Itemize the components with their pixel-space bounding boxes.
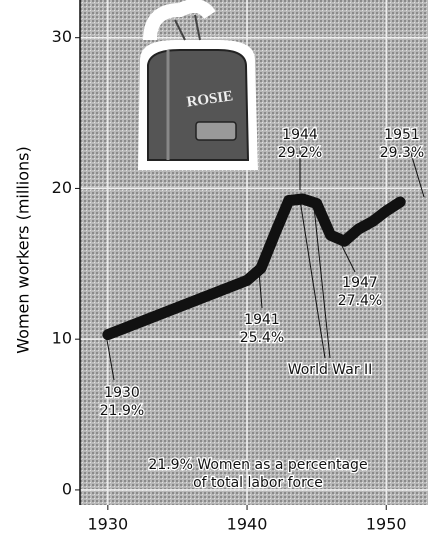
y-tick-label: 30 [52, 27, 72, 46]
x-tick-label: 1950 [366, 515, 407, 534]
annotation-leader [258, 271, 263, 309]
annotation: 1947 [342, 275, 378, 291]
x-tick-label: 1930 [87, 515, 128, 534]
y-tick-label: 0 [62, 479, 72, 498]
y-tick-label: 20 [52, 178, 72, 197]
annotation: 1930 [104, 385, 140, 401]
annotation: 1941 [244, 312, 280, 328]
illustration-text: ROSIE [186, 88, 234, 110]
annotation: 27.4% [338, 293, 382, 309]
annotation: 1951 [384, 127, 420, 143]
annotation: 29.2% [278, 145, 322, 161]
x-tick-label: 1940 [227, 515, 268, 534]
annotation-leader [313, 206, 331, 359]
annotation-leader [106, 339, 115, 381]
annotation: World War II [288, 362, 373, 378]
annotation-leader [341, 245, 356, 273]
annotation: 21.9% Women as a percentage [148, 457, 367, 473]
annotation: 29.3% [380, 145, 424, 161]
annotation: 21.9% [100, 403, 144, 419]
annotation: 25.4% [240, 330, 284, 346]
annotation-leader [299, 199, 326, 359]
rosie-illustration: ROSIE [138, 0, 258, 170]
annotation-leader [409, 149, 425, 198]
y-axis-label: Women workers (millions) [14, 146, 33, 353]
annotation: 1944 [282, 127, 318, 143]
annotation: of total labor force [193, 475, 323, 491]
data-line [102, 193, 406, 341]
y-tick-label: 10 [52, 329, 72, 348]
